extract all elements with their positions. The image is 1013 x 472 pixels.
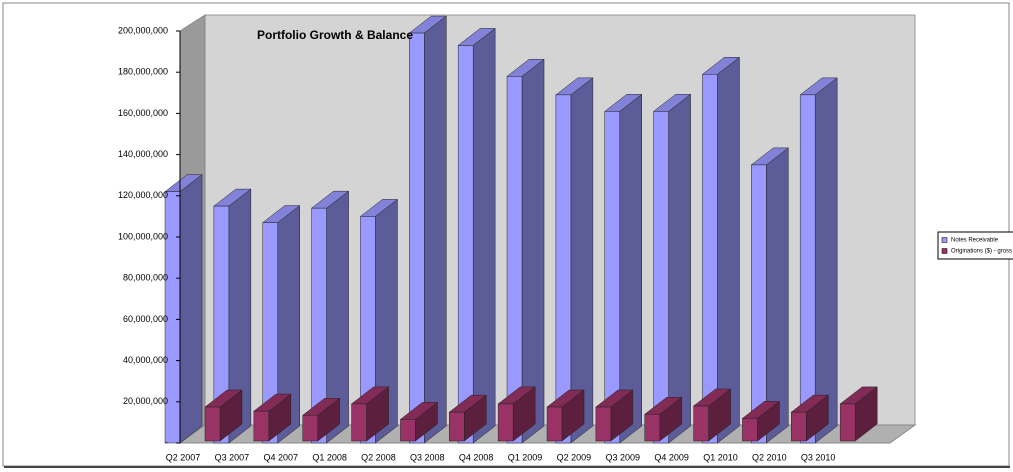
x-tick-label: Q3 2007 [215, 452, 250, 462]
legend-swatch [941, 248, 948, 254]
y-tick-label: 160,000,000 [118, 108, 168, 118]
bar [449, 411, 465, 442]
bar [751, 164, 767, 444]
x-tick-label: Q2 2010 [752, 452, 787, 462]
bar [644, 413, 660, 442]
bar-side [424, 15, 447, 444]
bar-side [570, 77, 594, 444]
bar [400, 419, 416, 442]
bar-side [668, 93, 691, 444]
bar [351, 403, 367, 442]
bar-side [521, 58, 545, 444]
bar [213, 205, 230, 444]
bar [595, 406, 612, 442]
bar [604, 111, 620, 444]
bars [164, 15, 878, 444]
bar [546, 406, 563, 442]
bar [555, 94, 572, 444]
bar-side [472, 27, 496, 444]
bar [311, 207, 327, 444]
y-tick-label: 200,000,000 [118, 25, 168, 35]
y-tick-label: - [165, 437, 168, 447]
bar [702, 74, 718, 444]
y-tick-label: 180,000,000 [118, 67, 168, 77]
legend: Notes Receivable Originations ($) - gross [937, 231, 1013, 260]
bar-side [766, 147, 789, 444]
bar [497, 403, 514, 442]
y-tick-label: 60,000,000 [123, 314, 168, 324]
bar [457, 45, 474, 444]
x-tick-label: Q4 2008 [459, 452, 494, 462]
y-tick-label: 80,000,000 [123, 273, 168, 283]
x-tick-label: Q1 2008 [312, 452, 347, 462]
bar [693, 405, 709, 442]
bar [262, 222, 278, 444]
bar-side [179, 174, 203, 444]
x-tick-label: Q2 2007 [166, 452, 201, 462]
y-tick-label: 100,000,000 [118, 231, 168, 241]
bar [360, 216, 376, 444]
bar [791, 411, 807, 442]
x-tick-label: Q4 2007 [263, 452, 298, 462]
x-tick-label: Q2 2008 [361, 452, 396, 462]
bar [839, 403, 856, 442]
bar [506, 76, 523, 444]
bar [302, 415, 318, 442]
bar-side [717, 56, 740, 444]
x-tick-label: Q1 2009 [508, 452, 543, 462]
bar [253, 410, 270, 442]
bar [653, 111, 669, 444]
bar [204, 406, 221, 442]
y-tick-label: 40,000,000 [123, 355, 168, 365]
legend-box [937, 231, 1013, 260]
x-tick-label: Q1 2010 [703, 452, 738, 462]
bar [409, 32, 425, 444]
chart-title: Portfolio Growth & Balance [257, 28, 413, 42]
legend-label: Originations ($) - gross [951, 249, 1012, 255]
y-tick-label: 20,000,000 [123, 396, 168, 406]
legend-label: Notes Receivable [951, 238, 999, 244]
bar [742, 418, 758, 442]
x-tick-label: Q4 2009 [654, 452, 689, 462]
x-tick-label: Q3 2008 [410, 452, 445, 462]
x-tick-label: Q2 2009 [557, 452, 592, 462]
y-tick-label: 140,000,000 [118, 149, 168, 159]
legend-swatch [941, 237, 948, 243]
y-tick-label: 120,000,000 [118, 190, 168, 200]
bar [799, 94, 816, 444]
x-tick-label: Q3 2010 [801, 452, 836, 462]
bar-side [814, 77, 838, 444]
x-tick-label: Q3 2009 [605, 452, 640, 462]
